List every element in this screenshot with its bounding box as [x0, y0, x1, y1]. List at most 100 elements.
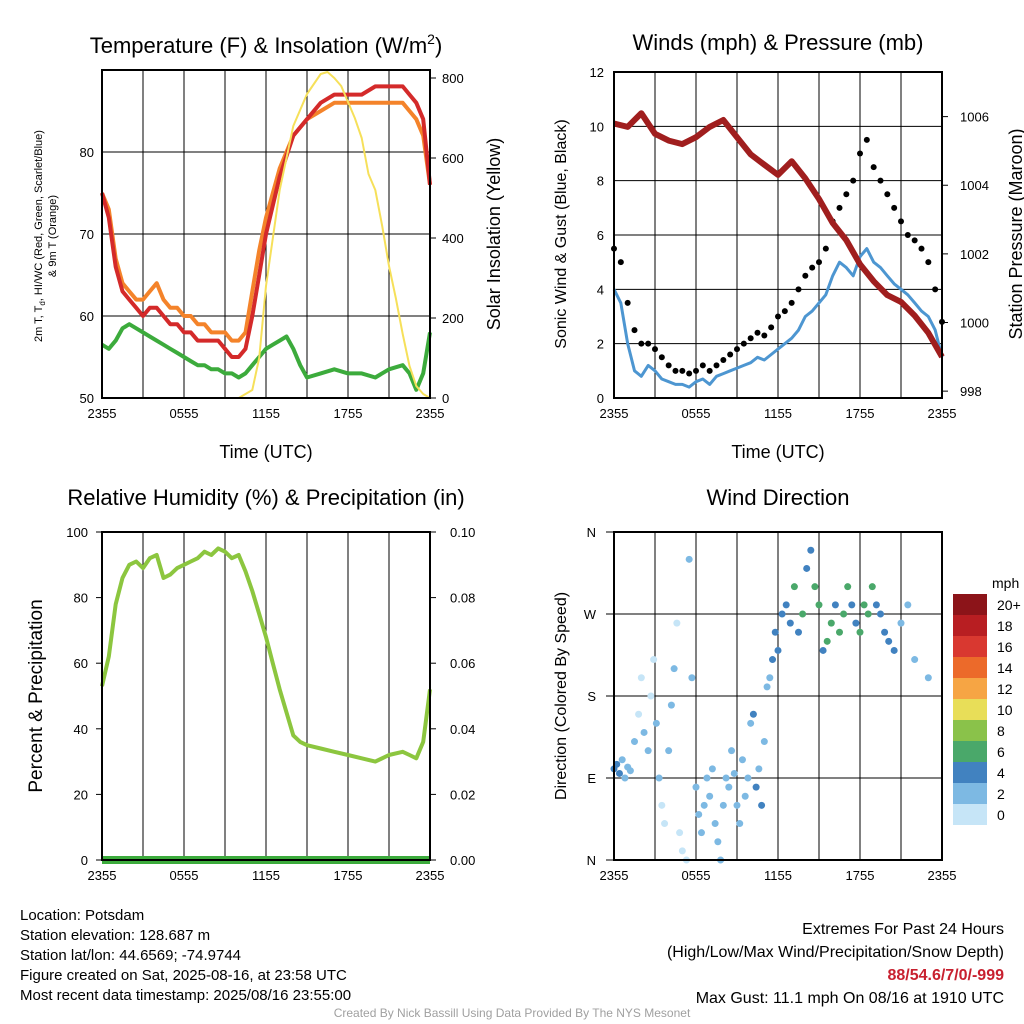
x-tick-label: 2355 — [416, 868, 445, 883]
figure-created: Figure created on Sat, 2025-08-16, at 23… — [20, 967, 347, 984]
gust-point — [836, 204, 843, 211]
legend-label: 6 — [997, 744, 1005, 760]
gust-point — [706, 367, 713, 374]
direction-point — [860, 601, 868, 609]
x-tick-label: 1155 — [764, 868, 792, 883]
temperature-axes: 2355 0555 1155 1755 235550607080020040060080… — [80, 71, 464, 421]
temperature-plot-frame — [101, 69, 431, 399]
gust-point — [740, 340, 747, 347]
y2-tick-label: 800 — [442, 71, 464, 86]
direction-point — [890, 646, 898, 654]
direction-point — [799, 610, 807, 618]
gust-point — [870, 164, 877, 171]
extremes-box: Extremes For Past 24 Hours (High/Low/Max… — [667, 918, 1004, 1010]
dew-line — [100, 322, 432, 392]
direction-point — [626, 767, 634, 775]
gust-point — [932, 286, 939, 293]
x-tick-label: 0555 — [170, 406, 199, 421]
gust-point — [617, 259, 624, 266]
y-tick-label: 10 — [590, 119, 604, 134]
x-tick-label: 2355 — [88, 406, 117, 421]
direction-grid — [614, 532, 942, 860]
y2-tick-label: 0.00 — [450, 853, 475, 868]
winds-y-label: Sonic Wind & Gust (Blue, Black) — [553, 119, 570, 348]
pressure-line — [613, 110, 945, 359]
gust-point — [891, 204, 898, 211]
direction-point — [703, 774, 711, 782]
legend-label: 16 — [997, 639, 1013, 655]
direction-point — [692, 783, 700, 791]
legend-label: 10 — [997, 702, 1013, 718]
legend-label: 0 — [997, 807, 1005, 823]
legend-label: 4 — [997, 765, 1005, 781]
direction-point — [736, 820, 744, 828]
direction-panel: Wind Direction 2355 0555 1155 1755 2355 N E S W N… — [553, 485, 1021, 883]
pressure-y2-label: Station Pressure (Maroon) — [1006, 128, 1024, 339]
gust-point — [843, 191, 850, 198]
direction-point — [844, 583, 852, 591]
gust-point — [754, 329, 761, 336]
legend-swatch — [953, 699, 987, 720]
gust-point — [795, 286, 802, 293]
legend-swatch — [953, 678, 987, 699]
legend-swatch — [953, 594, 987, 615]
gust-point — [802, 272, 809, 279]
y-tick-label: E — [587, 771, 596, 786]
rh-line — [100, 546, 432, 764]
legend-swatch — [953, 657, 987, 678]
temperature-panel-title: Temperature (F) & Insolation (W/m2) — [90, 31, 443, 58]
y-tick-label: 12 — [590, 65, 604, 80]
direction-point — [868, 583, 876, 591]
station-latlon: Station lat/lon: 44.6569; -74.9744 — [20, 947, 242, 964]
x-tick-label: 1755 — [334, 868, 363, 883]
gust-point — [925, 259, 932, 266]
legend-swatch — [953, 720, 987, 741]
direction-axes: 2355 0555 1155 1755 2355 N E S W N — [584, 525, 957, 883]
gust-point — [788, 299, 795, 306]
direction-point — [763, 683, 771, 691]
direction-point — [782, 601, 790, 609]
direction-point — [904, 601, 912, 609]
x-tick-label: 1755 — [846, 406, 875, 421]
direction-point — [695, 810, 703, 818]
direction-point — [661, 820, 669, 828]
temperature-panel: Temperature (F) & Insolation (W/m2) 2355… — [33, 31, 504, 462]
gust-point — [693, 367, 699, 374]
temperature-series — [100, 71, 432, 399]
direction-point — [652, 719, 660, 727]
y2-tick-label: 0.08 — [450, 591, 475, 606]
y-tick-label: 20 — [74, 787, 88, 802]
gust-point — [638, 340, 645, 347]
direction-point — [714, 838, 722, 846]
y-tick-label: 8 — [597, 174, 604, 189]
gust-point — [768, 324, 775, 331]
x-tick-label: 2355 — [416, 406, 445, 421]
direction-point — [676, 829, 684, 837]
direction-point — [658, 801, 666, 809]
direction-point — [615, 769, 623, 777]
direction-point — [621, 774, 629, 782]
legend-swatch — [953, 762, 987, 783]
x-tick-label: 2355 — [928, 406, 957, 421]
y2-tick-label: 400 — [442, 231, 464, 246]
direction-point — [650, 656, 658, 664]
gust-point — [645, 340, 652, 347]
direction-y-label: Direction (Colored By Speed) — [553, 592, 570, 800]
direction-point — [755, 765, 763, 773]
y2-tick-label: 1000 — [960, 316, 989, 331]
humidity-panel-title: Relative Humidity (%) & Precipitation (i… — [67, 485, 464, 510]
direction-point — [733, 801, 741, 809]
direction-point — [766, 674, 774, 682]
winds-series — [611, 110, 945, 389]
gust-point — [631, 327, 638, 334]
direction-point — [864, 610, 872, 618]
direction-point — [758, 801, 766, 809]
direction-point — [778, 610, 786, 618]
legend-label: 18 — [997, 618, 1013, 634]
x-tick-label: 0555 — [682, 868, 711, 883]
y-tick-label: 6 — [597, 228, 604, 243]
direction-point — [697, 829, 705, 837]
humidity-axes: 2355 0555 1155 1755 23550204060801000.000.02… — [66, 525, 475, 883]
y2-tick-label: 1006 — [960, 110, 989, 125]
